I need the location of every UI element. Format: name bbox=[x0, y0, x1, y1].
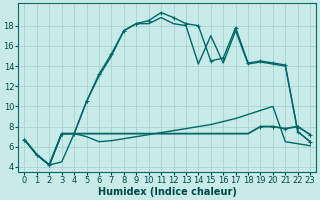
X-axis label: Humidex (Indice chaleur): Humidex (Indice chaleur) bbox=[98, 187, 237, 197]
